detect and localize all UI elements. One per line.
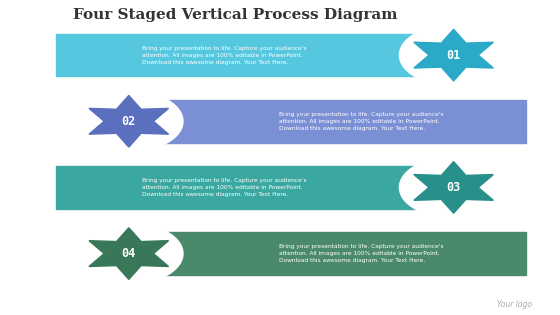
- Polygon shape: [84, 92, 174, 150]
- Polygon shape: [123, 232, 526, 275]
- Text: Your logo: Your logo: [497, 300, 532, 309]
- Polygon shape: [409, 26, 498, 84]
- Text: 04: 04: [122, 247, 136, 260]
- Circle shape: [74, 223, 183, 284]
- Polygon shape: [414, 29, 493, 81]
- Text: Bring your presentation to life. Capture your audience's
attention. All images a: Bring your presentation to life. Capture…: [142, 178, 306, 197]
- Text: Bring your presentation to life. Capture your audience's
attention. All images a: Bring your presentation to life. Capture…: [279, 244, 444, 263]
- Text: Bring your presentation to life. Capture your audience's
attention. All images a: Bring your presentation to life. Capture…: [279, 112, 444, 131]
- Polygon shape: [84, 225, 174, 283]
- Polygon shape: [56, 166, 459, 209]
- Circle shape: [399, 25, 508, 86]
- Text: 03: 03: [446, 181, 461, 194]
- Polygon shape: [56, 34, 459, 77]
- Text: Four Staged Vertical Process Diagram: Four Staged Vertical Process Diagram: [73, 8, 397, 22]
- Polygon shape: [123, 100, 526, 142]
- Polygon shape: [409, 158, 498, 216]
- Text: 01: 01: [446, 49, 461, 62]
- Polygon shape: [89, 95, 169, 147]
- Polygon shape: [414, 162, 493, 213]
- Circle shape: [74, 91, 183, 152]
- Polygon shape: [89, 228, 169, 279]
- Text: 02: 02: [122, 115, 136, 128]
- Text: Bring your presentation to life. Capture your audience's
attention. All images a: Bring your presentation to life. Capture…: [142, 46, 306, 65]
- Circle shape: [399, 157, 508, 218]
